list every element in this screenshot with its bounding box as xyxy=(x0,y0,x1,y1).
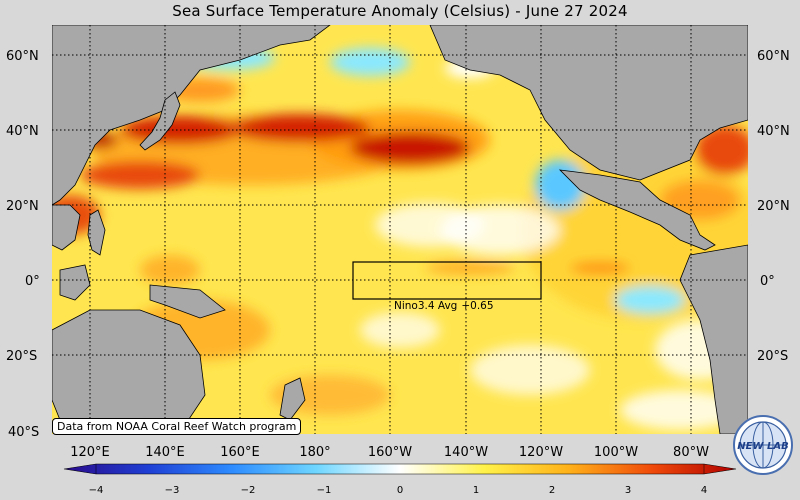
colorbar-tick-label: −2 xyxy=(241,485,256,496)
lat-label: 0° xyxy=(25,274,40,289)
landmasses xyxy=(52,25,748,434)
logo-text: NEW LAB xyxy=(737,441,788,452)
attribution-note: Data from NOAA Coral Reef Watch program xyxy=(52,418,302,435)
colorbar-tick-label: −3 xyxy=(165,485,180,496)
graticule xyxy=(52,25,748,434)
lat-labels-right: 60°N 40°N 20°N 0° 20°S xyxy=(757,49,790,364)
lat-label: 20°S xyxy=(757,349,788,364)
lon-label: 140°E xyxy=(145,445,185,460)
globe-logo-icon[interactable]: NEW LAB xyxy=(732,414,794,476)
lon-label: 180° xyxy=(299,445,330,460)
colorbar-ticks: −4 −3 −2 −1 0 1 2 3 4 xyxy=(89,485,708,496)
lat-label: 40°S xyxy=(8,425,39,440)
lat-label: 60°N xyxy=(6,49,39,64)
lon-labels: 120°E 140°E 160°E 180° 160°W 140°W 120°W… xyxy=(70,445,709,460)
lon-label: 140°W xyxy=(444,445,488,460)
lat-labels-left: 60°N 40°N 20°N 0° 20°S 40°S xyxy=(6,49,40,440)
colorbar-tick-label: −1 xyxy=(317,485,332,496)
lat-label: 0° xyxy=(760,274,775,289)
nino34-region-box xyxy=(352,261,542,300)
lon-label: 160°E xyxy=(220,445,260,460)
nino34-label-text: Nino3.4 Avg xyxy=(394,300,458,312)
lon-label: 80°W xyxy=(673,445,709,460)
lat-label: 40°N xyxy=(6,124,39,139)
lon-label: 100°W xyxy=(594,445,638,460)
lat-label: 20°N xyxy=(757,199,790,214)
lat-label: 60°N xyxy=(757,49,790,64)
map-title: Sea Surface Temperature Anomaly (Celsius… xyxy=(172,2,628,20)
colorbar-tick-label: 1 xyxy=(473,485,479,496)
colorbar xyxy=(63,463,737,475)
colorbar-tick-label: 4 xyxy=(701,485,707,496)
colorbar-tick-label: 3 xyxy=(625,485,631,496)
lat-label: 20°N xyxy=(6,199,39,214)
nino34-value: +0.65 xyxy=(461,300,494,312)
colorbar-tick-label: 2 xyxy=(549,485,555,496)
nino34-average-label: Nino3.4 Avg +0.65 xyxy=(394,300,498,312)
lon-label: 160°W xyxy=(368,445,412,460)
lon-label: 120°E xyxy=(70,445,110,460)
lat-label: 20°S xyxy=(6,349,37,364)
colorbar-tick-label: 0 xyxy=(397,485,403,496)
colorbar-tick-label: −4 xyxy=(89,485,104,496)
lon-label: 120°W xyxy=(519,445,563,460)
lat-label: 40°N xyxy=(757,124,790,139)
